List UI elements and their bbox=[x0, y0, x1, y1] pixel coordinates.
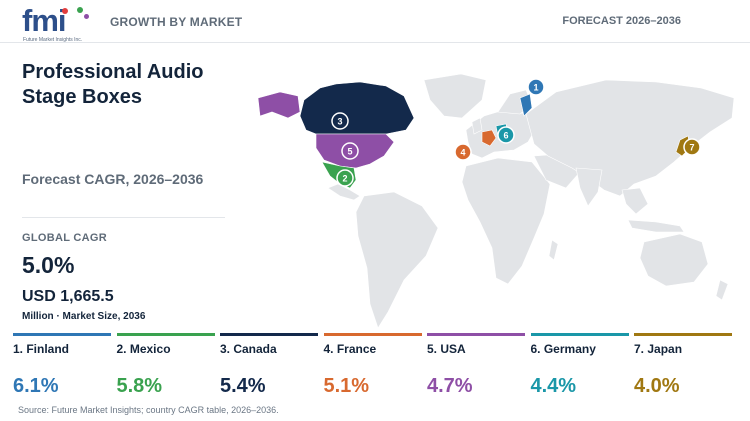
marker-circle bbox=[497, 126, 515, 144]
map-marker-france[interactable]: 4 bbox=[454, 143, 472, 161]
global-cagr-value: 5.0% bbox=[22, 252, 75, 278]
marker-label: 3 bbox=[337, 117, 342, 127]
madagascar bbox=[548, 239, 559, 261]
column-color-bar bbox=[220, 333, 318, 336]
land-masses bbox=[327, 73, 735, 329]
map-marker-germany[interactable]: 6 bbox=[497, 126, 515, 144]
country-cagr-table: 1. Finland 6.1% 2. Mexico 5.8% 3. Canada 5.4%… bbox=[13, 333, 735, 403]
country-cagr-value: 4.0% bbox=[634, 375, 680, 397]
logo-dot-icon bbox=[62, 8, 68, 14]
highlighted-countries bbox=[257, 81, 691, 189]
column-color-bar bbox=[634, 333, 732, 336]
marker-circle bbox=[454, 143, 472, 161]
marker-label: 1 bbox=[533, 83, 538, 93]
country-label: 3. Canada bbox=[220, 342, 277, 356]
fmi-logo[interactable]: fmi Future Market Insights Inc. bbox=[22, 3, 94, 44]
chart-subtitle: Forecast CAGR, 2026–2036 bbox=[22, 171, 204, 187]
map-marker-usa[interactable]: 5 bbox=[341, 142, 359, 160]
market-size-value: USD 1,665.5 bbox=[22, 288, 114, 305]
marker-circle bbox=[336, 169, 354, 187]
marker-label: 5 bbox=[347, 147, 352, 157]
map-marker-japan[interactable]: 7 bbox=[683, 138, 701, 156]
growth-by-market-label: GROWTH BY MARKET bbox=[110, 15, 243, 29]
logo-subtext: Future Market Insights Inc. bbox=[23, 37, 83, 43]
greenland bbox=[423, 73, 487, 119]
france-shape bbox=[481, 129, 497, 147]
marker-circle bbox=[683, 138, 701, 156]
source-note: Source: Future Market Insights; country … bbox=[18, 405, 279, 415]
logo-dot-icon bbox=[84, 14, 89, 19]
map-marker-mexico[interactable]: 2 bbox=[336, 169, 354, 187]
column-color-bar bbox=[427, 333, 525, 336]
marker-label: 6 bbox=[503, 131, 508, 141]
header-bar: fmi Future Market Insights Inc. GROWTH B… bbox=[0, 0, 750, 43]
country-cagr-value: 6.1% bbox=[13, 375, 59, 397]
finland-shape bbox=[519, 93, 533, 117]
indonesia bbox=[627, 219, 685, 233]
country-label: 1. Finland bbox=[13, 342, 70, 356]
central-america bbox=[327, 183, 361, 201]
country-cagr-value: 5.8% bbox=[116, 375, 163, 397]
country-column-germany: 6. Germany 4.4% bbox=[530, 333, 629, 403]
country-column-finland: 1. Finland 6.1% bbox=[13, 333, 111, 403]
column-color-bar bbox=[13, 333, 111, 336]
uk bbox=[471, 117, 483, 135]
new-zealand bbox=[715, 279, 729, 301]
column-color-bar bbox=[323, 333, 422, 336]
country-cagr-value: 4.4% bbox=[530, 375, 577, 397]
country-column-canada: 3. Canada 5.4% bbox=[220, 333, 318, 403]
marker-label: 7 bbox=[689, 143, 694, 153]
marker-label: 2 bbox=[342, 174, 347, 184]
country-cagr-value: 5.4% bbox=[220, 375, 266, 397]
marker-circle bbox=[527, 78, 545, 96]
marker-circle bbox=[341, 142, 359, 160]
country-column-japan: 7. Japan 4.0% bbox=[634, 333, 732, 403]
australia bbox=[639, 233, 709, 287]
column-color-bar bbox=[116, 333, 215, 336]
country-label: 7. Japan bbox=[634, 342, 683, 356]
column-color-bar bbox=[530, 333, 629, 336]
country-label: 5. USA bbox=[427, 342, 466, 356]
logo-wordmark: fmi bbox=[22, 3, 66, 38]
country-column-mexico: 2. Mexico 5.8% bbox=[116, 333, 215, 403]
canada-shape bbox=[299, 81, 415, 135]
world-map: 1 2 3 4 5 6 7 bbox=[257, 73, 735, 329]
marker-label: 4 bbox=[460, 148, 465, 158]
country-label: 4. France bbox=[323, 342, 377, 356]
country-cagr-value: 5.1% bbox=[323, 375, 370, 397]
marker-layer: 1 2 3 4 5 6 7 bbox=[331, 78, 701, 187]
country-cagr-value: 4.7% bbox=[427, 375, 473, 397]
logo-dot-icon bbox=[77, 7, 83, 13]
southeast-asia bbox=[621, 187, 649, 215]
forecast-period-label: FORECAST 2026–2036 bbox=[562, 15, 681, 27]
country-label: 6. Germany bbox=[530, 342, 596, 356]
panel-divider bbox=[22, 217, 225, 218]
country-column-usa: 5. USA 4.7% bbox=[427, 333, 525, 403]
page-title: Professional Audio Stage Boxes bbox=[22, 61, 204, 108]
market-size-label: Million · Market Size, 2036 bbox=[22, 311, 146, 322]
country-label: 2. Mexico bbox=[116, 342, 171, 356]
map-marker-finland[interactable]: 1 bbox=[527, 78, 545, 96]
india bbox=[575, 167, 603, 207]
south-america bbox=[355, 191, 439, 329]
africa bbox=[461, 157, 551, 285]
global-cagr-label: GLOBAL CAGR bbox=[22, 232, 107, 244]
country-column-france: 4. France 5.1% bbox=[323, 333, 422, 403]
asia bbox=[525, 79, 735, 197]
alaska-shape bbox=[257, 91, 301, 119]
map-marker-canada[interactable]: 3 bbox=[331, 112, 349, 130]
marker-circle bbox=[331, 112, 349, 130]
